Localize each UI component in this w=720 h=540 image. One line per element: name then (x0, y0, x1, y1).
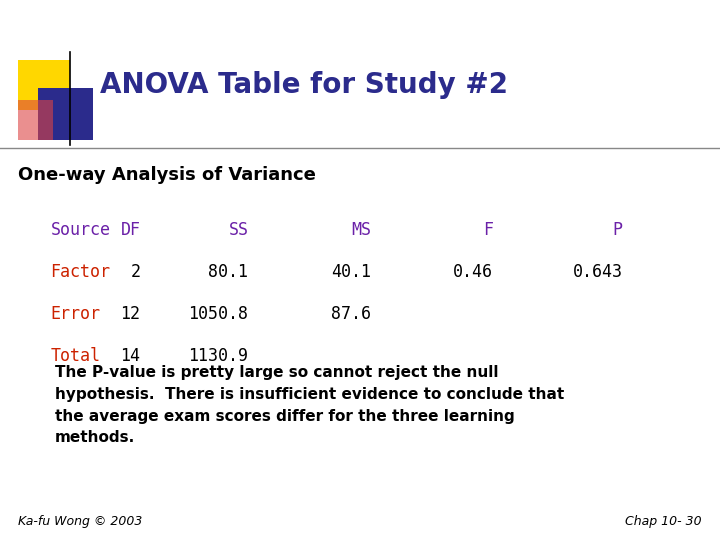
Text: Source: Source (50, 221, 110, 239)
Text: DF: DF (120, 221, 140, 239)
Text: Factor: Factor (50, 263, 110, 281)
Bar (38, 88, 93, 140)
Text: The P-value is pretty large so cannot reject the null: The P-value is pretty large so cannot re… (55, 364, 498, 380)
Text: ANOVA Table for Study #2: ANOVA Table for Study #2 (100, 71, 508, 99)
Text: 87.6: 87.6 (330, 305, 371, 323)
Text: hypothesis.  There is insufficient evidence to conclude that: hypothesis. There is insufficient eviden… (55, 387, 564, 402)
Text: Error: Error (50, 305, 100, 323)
Text: methods.: methods. (55, 430, 135, 445)
Text: P: P (613, 221, 623, 239)
Text: 12: 12 (120, 305, 140, 323)
Text: One-way Analysis of Variance: One-way Analysis of Variance (18, 166, 316, 184)
Text: 0.643: 0.643 (573, 263, 623, 281)
Text: MS: MS (351, 221, 371, 239)
Text: SS: SS (228, 221, 248, 239)
Text: 2: 2 (130, 263, 140, 281)
Text: Total: Total (50, 347, 100, 365)
Text: 40.1: 40.1 (330, 263, 371, 281)
Bar (18, 100, 53, 140)
Bar (18, 60, 70, 110)
Text: F: F (483, 221, 493, 239)
Text: 0.46: 0.46 (453, 263, 493, 281)
Text: 1050.8: 1050.8 (189, 305, 248, 323)
Text: 14: 14 (120, 347, 140, 365)
Text: 1130.9: 1130.9 (189, 347, 248, 365)
Text: the average exam scores differ for the three learning: the average exam scores differ for the t… (55, 408, 515, 423)
Text: Chap 10- 30: Chap 10- 30 (626, 516, 702, 529)
Text: Ka-fu Wong © 2003: Ka-fu Wong © 2003 (18, 516, 143, 529)
Text: 80.1: 80.1 (208, 263, 248, 281)
